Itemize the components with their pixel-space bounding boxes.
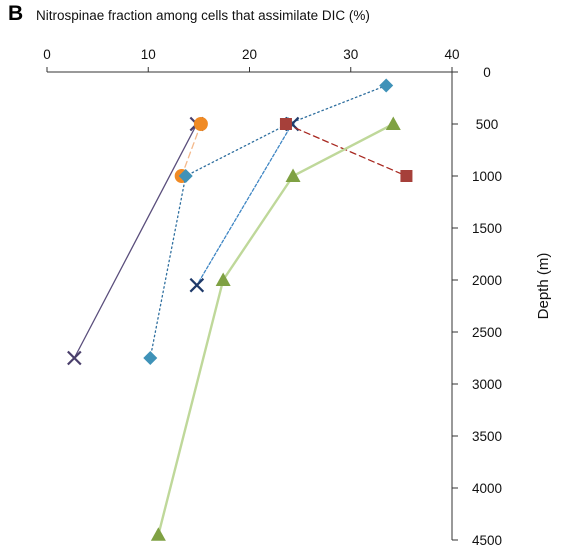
data-point-square xyxy=(400,170,413,182)
data-point-triangle xyxy=(150,527,166,541)
data-point-diamond xyxy=(143,351,158,365)
y-tick-label: 4000 xyxy=(472,481,502,496)
data-point-triangle xyxy=(215,272,231,286)
data-point-diamond xyxy=(178,169,193,183)
y-tick-label: 1500 xyxy=(472,221,502,236)
data-point-x xyxy=(189,277,205,293)
x-tick-label: 10 xyxy=(141,47,156,62)
data-point-triangle xyxy=(385,116,401,130)
data-point-diamond xyxy=(379,78,394,93)
series-line-1 xyxy=(73,123,198,359)
data-point-square xyxy=(279,118,292,130)
series-line-4 xyxy=(196,123,293,286)
series-line-6 xyxy=(157,122,395,536)
y-tick-label: 2000 xyxy=(472,273,502,288)
series-line-3 xyxy=(149,84,387,359)
data-point-x xyxy=(67,350,82,366)
y-tick-label: 500 xyxy=(476,117,499,132)
series-line-2 xyxy=(181,123,202,177)
y-tick-label: 4500 xyxy=(472,533,502,548)
y-tick-label: 3500 xyxy=(472,429,502,444)
y-tick-label: 3000 xyxy=(472,377,502,392)
chart-title: Nitrospinae fraction among cells that as… xyxy=(36,8,370,23)
x-tick-label: 20 xyxy=(242,47,257,62)
x-tick-label: 30 xyxy=(343,47,358,62)
panel-letter: B xyxy=(8,2,24,25)
x-tick-label: 0 xyxy=(43,47,51,62)
data-point-triangle xyxy=(285,168,301,182)
series-line-5 xyxy=(285,123,408,177)
y-tick-label: 2500 xyxy=(472,325,502,340)
x-tick-label: 40 xyxy=(444,47,459,62)
y-axis-label: Depth (m) xyxy=(535,253,552,320)
data-point-circle xyxy=(193,117,208,131)
y-tick-label: 0 xyxy=(483,65,491,80)
y-tick-label: 1000 xyxy=(472,169,502,184)
